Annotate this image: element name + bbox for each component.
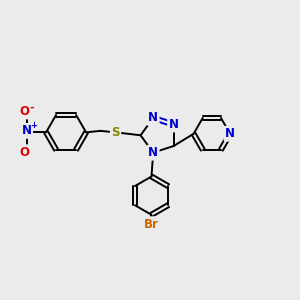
Text: N: N bbox=[22, 124, 32, 137]
Text: -: - bbox=[30, 103, 34, 113]
Text: Br: Br bbox=[144, 218, 159, 231]
Text: O: O bbox=[19, 146, 29, 159]
Text: N: N bbox=[169, 118, 178, 131]
Text: N: N bbox=[148, 111, 158, 124]
Text: S: S bbox=[111, 126, 120, 139]
Text: +: + bbox=[30, 122, 37, 130]
Text: O: O bbox=[19, 105, 29, 118]
Text: N: N bbox=[148, 146, 158, 159]
Text: N: N bbox=[225, 127, 235, 140]
